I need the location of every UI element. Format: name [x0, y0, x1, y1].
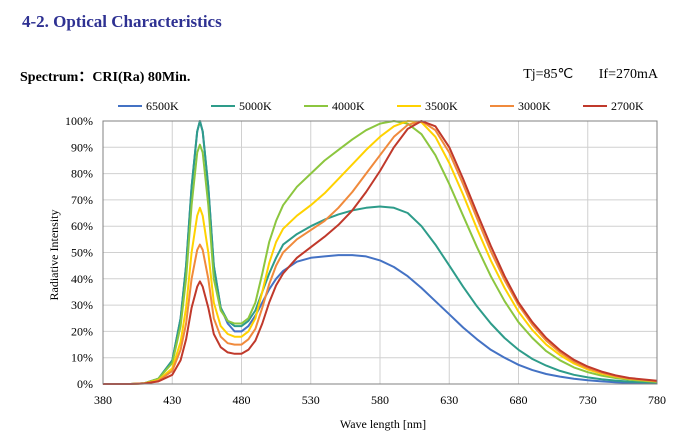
x-tick-label: 630	[440, 393, 458, 407]
series-line-4000K	[103, 120, 658, 385]
x-tick-label: 730	[579, 393, 597, 407]
tick-labels: 380 430 480 530 580 630 680 730 780 0% 10% 20% 30% 40…	[65, 114, 666, 407]
y-tick-label: 100%	[65, 114, 93, 128]
y-axis-label: Radiative Intensity	[47, 210, 61, 301]
legend-label-2700K: 2700K	[611, 99, 644, 113]
y-tick-label: 60%	[71, 219, 93, 233]
test-conditions: Tj=85℃ If=270mA	[501, 66, 658, 83]
y-tick-label: 70%	[71, 193, 93, 207]
series-line-5000K	[103, 120, 658, 385]
legend-label-4000K: 4000K	[332, 99, 365, 113]
series-line-2700K	[103, 120, 658, 385]
legend-label-6500K: 6500K	[146, 99, 179, 113]
legend-label-5000K: 5000K	[239, 99, 272, 113]
spectrum-label: Spectrum：CRI(Ra) 80Min.	[20, 70, 191, 85]
junction-temperature: Tj=85℃	[523, 67, 574, 82]
y-tick-label: 0%	[77, 377, 93, 391]
legend-label-3000K: 3000K	[518, 99, 551, 113]
x-tick-label: 430	[163, 393, 181, 407]
y-tick-label: 50%	[71, 246, 93, 260]
x-tick-label: 580	[371, 393, 389, 407]
y-tick-label: 30%	[71, 298, 93, 312]
series-line-3000K	[103, 120, 658, 385]
y-tick-label: 10%	[71, 351, 93, 365]
series-line-3500K	[103, 120, 658, 385]
series-lines	[103, 120, 658, 385]
y-tick-label: 20%	[71, 324, 93, 338]
plot-area	[102, 120, 658, 385]
legend-label-3500K: 3500K	[425, 99, 458, 113]
x-tick-label: 680	[510, 393, 528, 407]
y-tick-label: 40%	[71, 272, 93, 286]
x-tick-label: 780	[648, 393, 666, 407]
x-tick-label: 380	[94, 393, 112, 407]
legend: 6500K 5000K 4000K 3500K 3000K 2700K	[118, 99, 644, 113]
y-tick-label: 90%	[71, 140, 93, 154]
x-axis-label: Wave length [nm]	[340, 417, 426, 431]
x-tick-label: 530	[302, 393, 320, 407]
section-title: 4-2. Optical Characteristics	[22, 12, 222, 31]
forward-current: If=270mA	[598, 67, 658, 82]
y-tick-label: 80%	[71, 167, 93, 181]
x-tick-label: 480	[233, 393, 251, 407]
